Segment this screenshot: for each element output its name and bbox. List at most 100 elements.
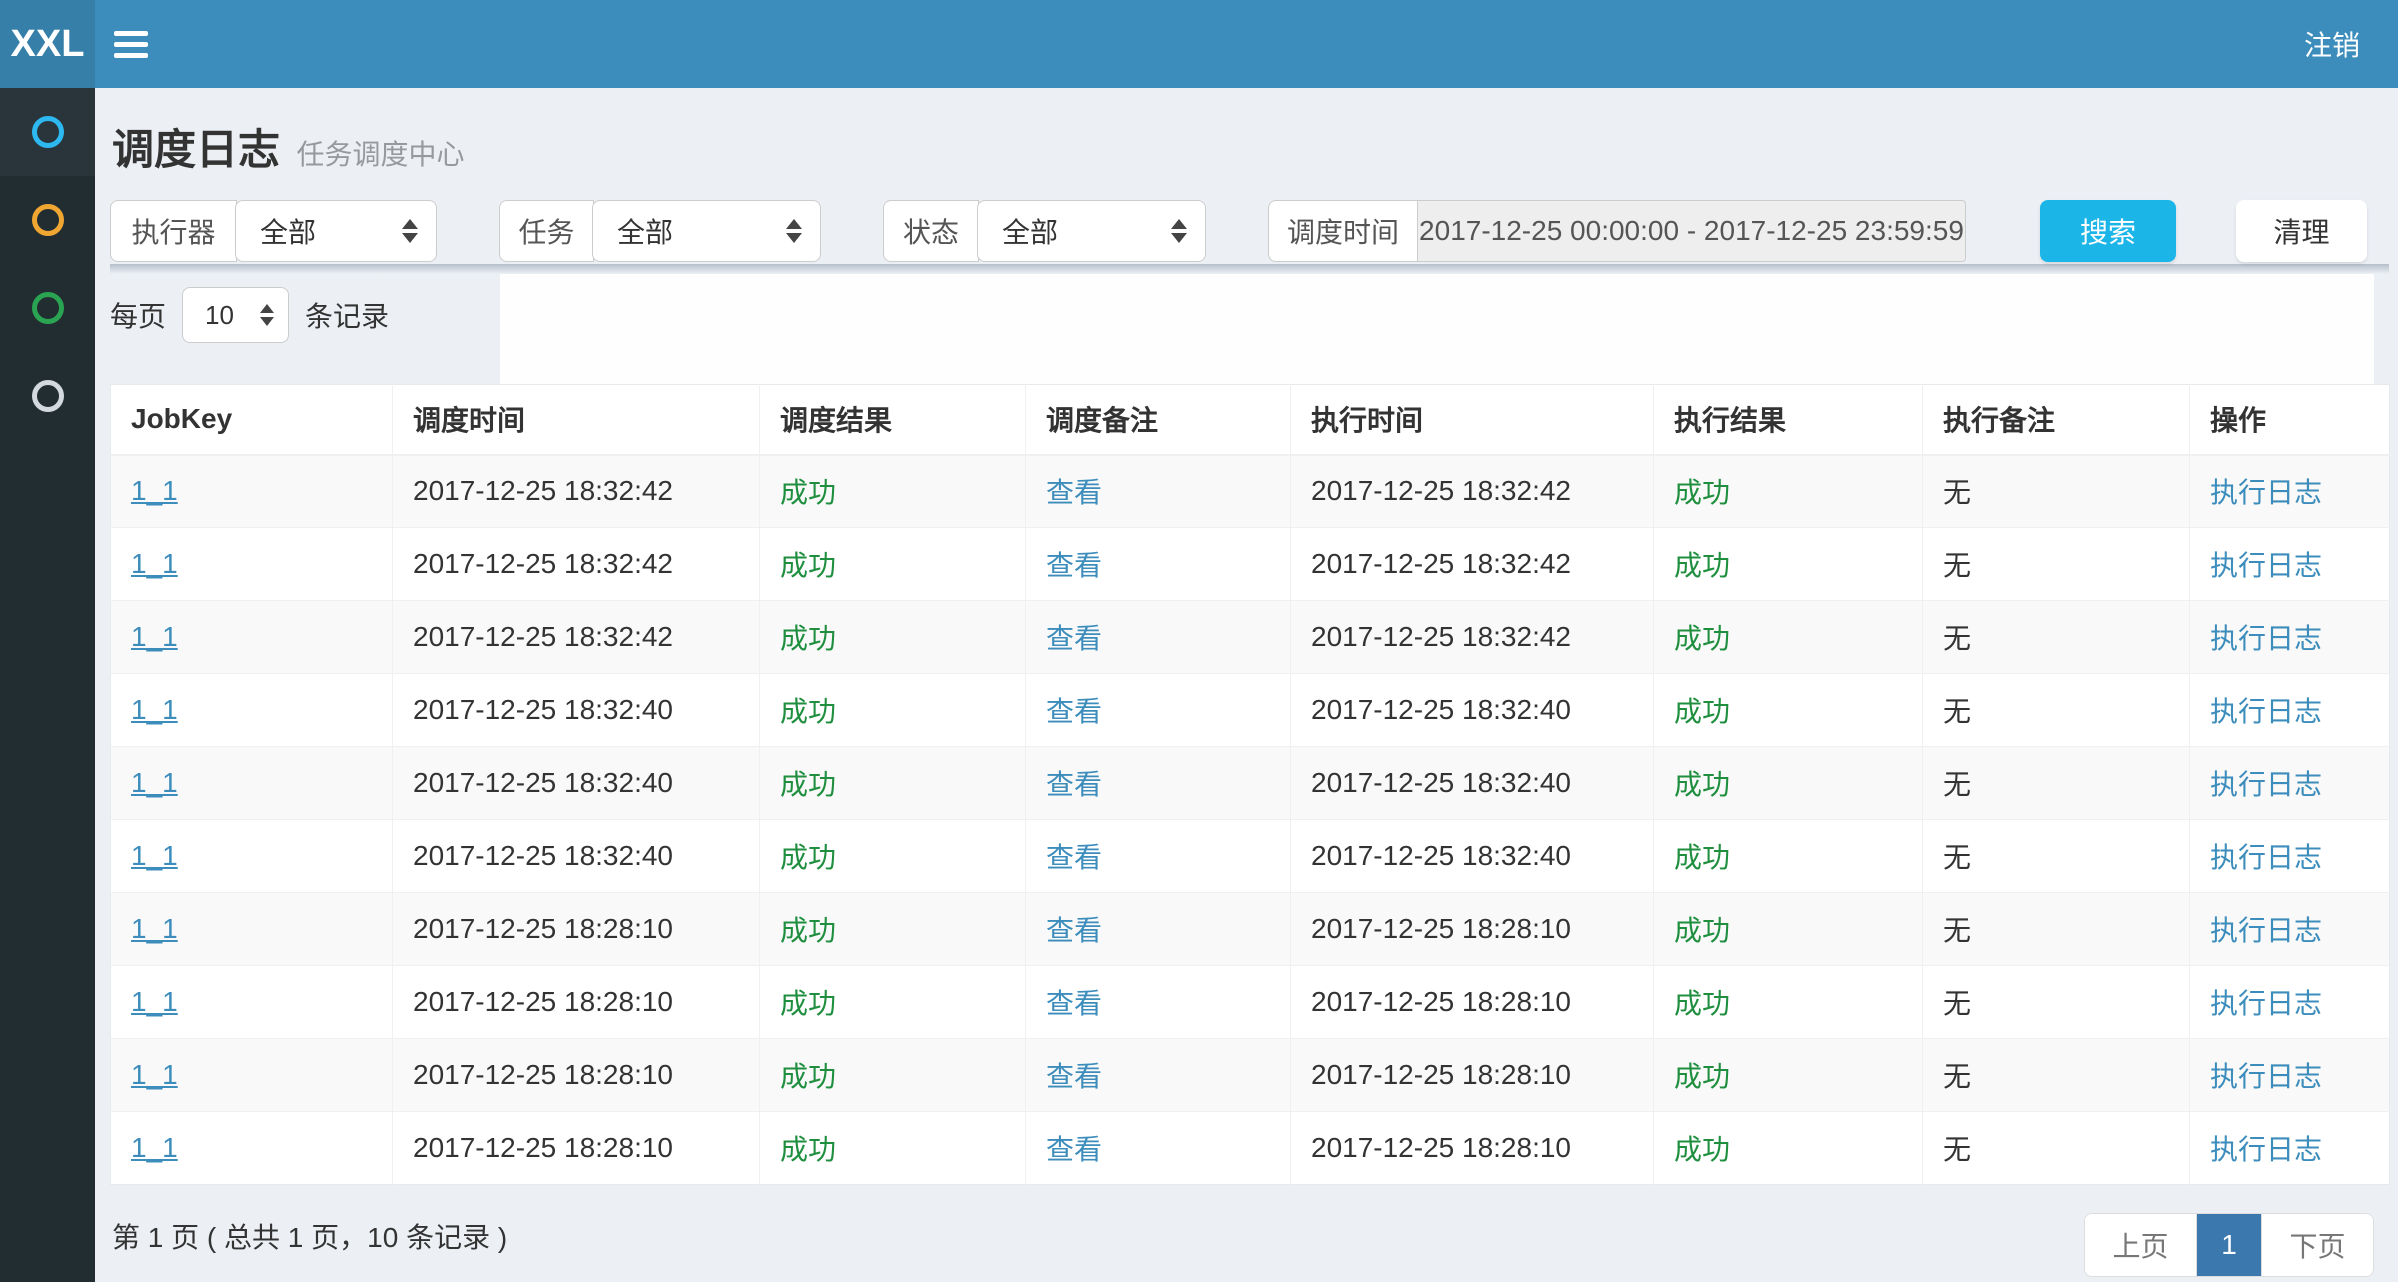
col-header-handle-time: 执行时间 [1290, 384, 1654, 456]
trigger-time-cell: 2017-12-25 18:28:10 [413, 1059, 673, 1090]
handle-msg-cell: 无 [1943, 623, 1972, 654]
select-stepper-icon [259, 304, 274, 326]
page-title: 调度日志 [112, 126, 281, 173]
content-header: 调度日志 任务调度中心 [112, 116, 464, 177]
jobkey-link[interactable]: 1_1 [131, 913, 178, 944]
trigger-result-cell: 成功 [780, 1061, 837, 1092]
col-header-jobkey: JobKey [110, 384, 393, 456]
jobkey-link[interactable]: 1_1 [131, 986, 178, 1017]
page-length-suffix: 条记录 [304, 301, 389, 332]
next-page-button[interactable]: 下页 [2261, 1214, 2373, 1276]
jobkey-link[interactable]: 1_1 [131, 621, 178, 652]
jobkey-link[interactable]: 1_1 [131, 548, 178, 579]
sidebar-item-1[interactable] [0, 88, 95, 176]
trigger-result-cell: 成功 [780, 988, 837, 1019]
job-select[interactable]: 全部 [592, 200, 821, 262]
trigger-msg-link[interactable]: 查看 [1046, 696, 1103, 727]
table-row: 1_1 2017-12-25 18:32:40 成功 查看 2017-12-25 18:… [110, 746, 2390, 820]
trigger-msg-link[interactable]: 查看 [1046, 1061, 1103, 1092]
trigger-msg-link[interactable]: 查看 [1046, 550, 1103, 581]
jobkey-link[interactable]: 1_1 [131, 767, 178, 798]
handle-msg-cell: 无 [1943, 477, 1972, 509]
trigger-result-cell: 成功 [780, 1134, 837, 1165]
top-navbar: XXL 注销 [0, 0, 2398, 88]
trigger-msg-link[interactable]: 查看 [1046, 842, 1103, 873]
sidebar-item-3[interactable] [0, 264, 95, 352]
status-select[interactable]: 全部 [977, 200, 1206, 262]
prev-page-button[interactable]: 上页 [2085, 1214, 2197, 1276]
col-header-trigger-time: 调度时间 [392, 384, 760, 456]
trigger-time-cell: 2017-12-25 18:32:40 [413, 840, 673, 871]
exec-log-link[interactable]: 执行日志 [2210, 696, 2323, 727]
clear-button[interactable]: 清理 [2236, 200, 2367, 262]
trigger-msg-link[interactable]: 查看 [1046, 477, 1103, 509]
current-page-button[interactable]: 1 [2197, 1214, 2261, 1276]
exec-log-link[interactable]: 执行日志 [2210, 842, 2323, 873]
exec-log-link[interactable]: 执行日志 [2210, 477, 2323, 509]
exec-log-link-wrap: 执行日志 [2189, 1111, 2390, 1185]
handle-msg-cell-wrap: 无 [1922, 1038, 2190, 1112]
trigger-time-cell-wrap: 2017-12-25 18:32:42 [392, 527, 760, 601]
handle-msg-cell: 无 [1943, 769, 1972, 800]
page-length-select[interactable]: 10 [182, 287, 289, 343]
handle-result-cell: 成功 [1674, 696, 1731, 727]
sidebar-toggle-button[interactable] [95, 0, 167, 88]
col-header-handle-result: 执行结果 [1653, 384, 1923, 456]
handle-msg-cell: 无 [1943, 1061, 1972, 1092]
jobkey-link[interactable]: 1_1 [131, 840, 178, 871]
toolbar-panel [500, 274, 2374, 384]
trigger-result-cell: 成功 [780, 769, 837, 800]
handle-result-cell-wrap: 成功 [1653, 892, 1923, 966]
logout-button[interactable]: 注销 [2303, 30, 2360, 61]
search-button[interactable]: 搜索 [2040, 200, 2176, 262]
page-length-bar: 每页 10 条记录 [110, 287, 389, 343]
jobkey-link-wrap: 1_1 [110, 454, 393, 528]
jobkey-link-wrap: 1_1 [110, 965, 393, 1039]
trigger-msg-link[interactable]: 查看 [1046, 988, 1103, 1019]
trigger-time-cell-wrap: 2017-12-25 18:32:42 [392, 454, 760, 528]
circle-outline-icon [31, 380, 64, 412]
trigger-msg-link[interactable]: 查看 [1046, 623, 1103, 654]
select-stepper-icon [402, 219, 418, 243]
handle-result-cell-wrap: 成功 [1653, 1038, 1923, 1112]
executor-select[interactable]: 全部 [235, 200, 437, 262]
trigger-time-range-input[interactable]: 2017-12-25 00:00:00 - 2017-12-25 23:59:5… [1418, 200, 1966, 262]
trigger-msg-link-wrap: 查看 [1025, 819, 1291, 893]
sidebar [0, 88, 95, 1282]
jobkey-link-wrap: 1_1 [110, 600, 393, 674]
handle-time-cell-wrap: 2017-12-25 18:32:42 [1290, 454, 1654, 528]
jobkey-link[interactable]: 1_1 [131, 475, 178, 507]
exec-log-link[interactable]: 执行日志 [2210, 1134, 2323, 1165]
sidebar-item-4[interactable] [0, 352, 95, 440]
jobkey-link-wrap: 1_1 [110, 527, 393, 601]
trigger-msg-link-wrap: 查看 [1025, 600, 1291, 674]
handle-msg-cell-wrap: 无 [1922, 600, 2190, 674]
job-select-value: 全部 [617, 217, 674, 248]
exec-log-link[interactable]: 执行日志 [2210, 623, 2323, 654]
handle-result-cell-wrap: 成功 [1653, 454, 1923, 528]
exec-log-link[interactable]: 执行日志 [2210, 988, 2323, 1019]
app-logo[interactable]: XXL [0, 0, 95, 88]
trigger-msg-link[interactable]: 查看 [1046, 1134, 1103, 1165]
col-header-trigger-msg: 调度备注 [1025, 384, 1291, 456]
handle-msg-cell-wrap: 无 [1922, 1111, 2190, 1185]
exec-log-link[interactable]: 执行日志 [2210, 1061, 2323, 1092]
col-header-trigger-result: 调度结果 [759, 384, 1026, 456]
exec-log-link[interactable]: 执行日志 [2210, 550, 2323, 581]
exec-log-link[interactable]: 执行日志 [2210, 915, 2323, 946]
trigger-msg-link[interactable]: 查看 [1046, 915, 1103, 946]
table-header: JobKey 调度时间 调度结果 调度备注 执行时间 执行结果 执行备注 操作 [110, 384, 2390, 456]
trigger-msg-link-wrap: 查看 [1025, 892, 1291, 966]
trigger-msg-link[interactable]: 查看 [1046, 769, 1103, 800]
exec-log-link[interactable]: 执行日志 [2210, 769, 2323, 800]
trigger-result-cell: 成功 [780, 477, 837, 509]
jobkey-link[interactable]: 1_1 [131, 694, 178, 725]
handle-msg-cell-wrap: 无 [1922, 527, 2190, 601]
sidebar-item-2[interactable] [0, 176, 95, 264]
trigger-time-cell-wrap: 2017-12-25 18:28:10 [392, 1111, 760, 1185]
trigger-time-cell: 2017-12-25 18:28:10 [413, 913, 673, 944]
handle-result-cell: 成功 [1674, 1061, 1731, 1092]
jobkey-link[interactable]: 1_1 [131, 1132, 178, 1163]
handle-msg-cell: 无 [1943, 1134, 1972, 1165]
jobkey-link[interactable]: 1_1 [131, 1059, 178, 1090]
